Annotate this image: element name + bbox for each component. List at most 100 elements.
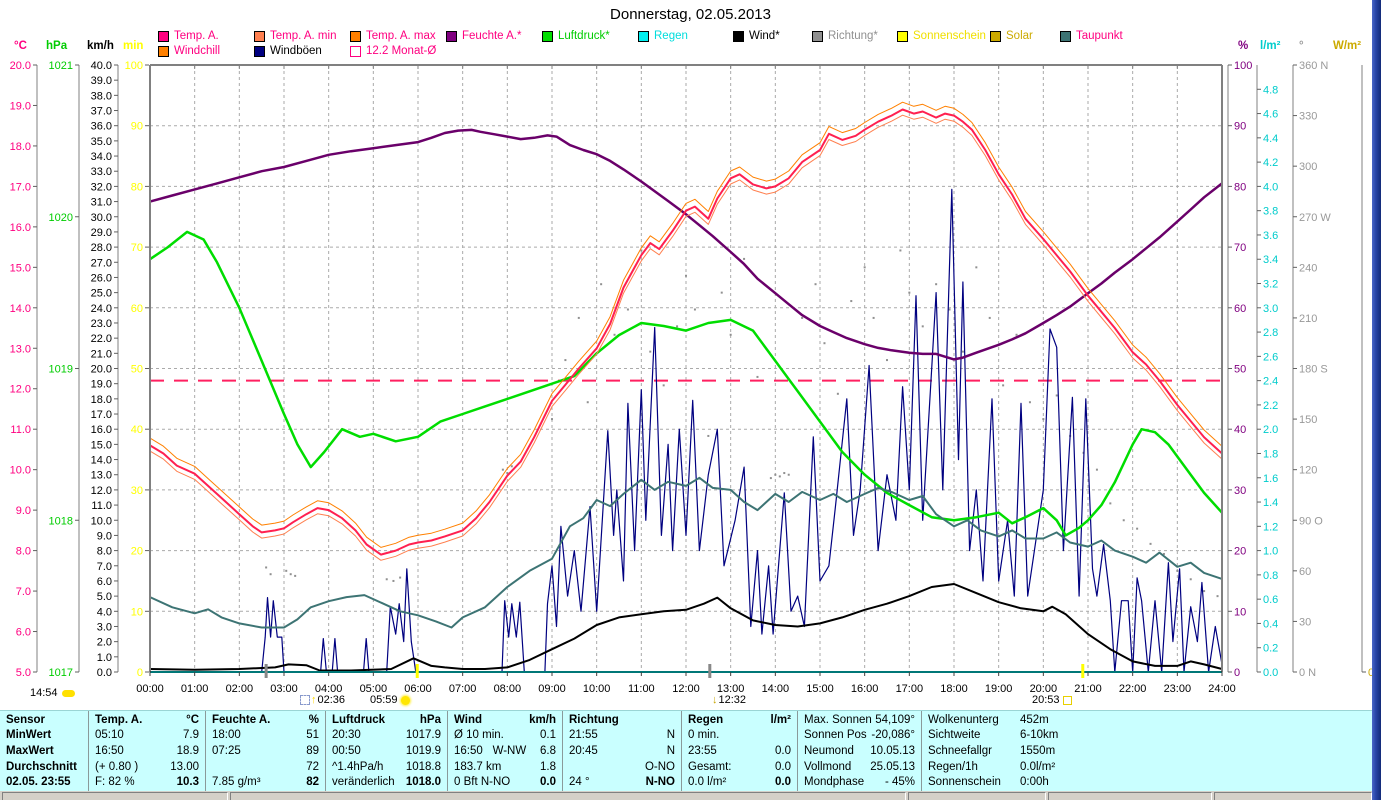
tick-label: 39.0	[91, 75, 112, 87]
legend-item-12-2-monat-[interactable]: 12.2 Monat-Ø	[350, 45, 436, 57]
table-col-luftdruck: Luftdruck hPa 20:30 1017.9 00:50 1019.9 ^1.4hP…	[325, 711, 447, 791]
table-row: Ø 10 min. 0.1	[454, 728, 556, 744]
legend-item-label: Regen	[654, 30, 688, 42]
table-row: 21:55 N	[569, 728, 675, 744]
table-cell: Neumond	[804, 744, 854, 757]
table-cell: Ø 10 min.	[454, 729, 504, 742]
legend-swatch-icon	[446, 30, 457, 42]
table-row: 24 ° N-NO	[569, 774, 675, 790]
tick-label: 21:00	[1074, 683, 1102, 695]
table-cell: MaxWert	[6, 744, 54, 757]
tick-label: 0.0	[1263, 667, 1278, 679]
series-dot-richtung	[801, 316, 804, 319]
legend-item-richtung-[interactable]: Richtung*	[812, 30, 878, 42]
table-cell: 0 Bft N-NO	[454, 776, 511, 789]
legend-item-temp-a-[interactable]: Temp. A.	[158, 30, 219, 42]
table-cell: 20:30	[332, 729, 361, 742]
tick-label: 20.0	[91, 364, 112, 376]
series-dot-richtung	[662, 384, 665, 387]
event-tick	[708, 664, 712, 678]
table-row: ^1.4hPa/h 1018.8	[332, 759, 441, 775]
table-cell: 0.1	[540, 729, 556, 742]
table-cell: Sensor	[6, 713, 45, 726]
table-cell: Regen/1h	[928, 760, 978, 773]
table-cell: 24 °	[569, 776, 590, 789]
tick-label: 3.4	[1263, 254, 1278, 266]
series-dot-richtung	[1149, 542, 1152, 545]
tick-label: 300	[1299, 161, 1317, 173]
tick-label: 30	[1234, 485, 1246, 497]
tick-label: 05:00	[360, 683, 388, 695]
table-cell: 1017.9	[405, 729, 441, 742]
legend-item-windchill[interactable]: Windchill	[158, 45, 220, 57]
legend-item-temp-a-max[interactable]: Temp. A. max	[350, 30, 436, 42]
tick-label: 06:00	[404, 683, 432, 695]
series-temp_a	[149, 108, 1223, 556]
table-row: 02.05. 23:55	[6, 774, 82, 790]
moonrise-annotation: ↑ 02:36	[300, 694, 345, 706]
series-dot-richtung	[506, 472, 509, 475]
table-cell: 23:55	[688, 744, 717, 757]
legend-item-regen[interactable]: Regen	[638, 30, 688, 42]
table-cell: Sichtweite	[928, 729, 981, 742]
series-dot-richtung	[836, 392, 839, 395]
legend-swatch-icon	[542, 30, 553, 42]
legend-item-luftdruck-[interactable]: Luftdruck*	[542, 30, 610, 42]
tick-label: 90	[131, 121, 143, 133]
tick-label: 80	[131, 181, 143, 193]
tick-label: 19:00	[985, 683, 1013, 695]
table-cell: l/m²	[770, 713, 791, 726]
status-bar	[0, 791, 1372, 800]
table-cell: 452m	[1020, 713, 1049, 726]
tick-label: 9.0	[97, 530, 112, 542]
window-border	[1372, 0, 1381, 800]
tick-label: 18.0	[91, 394, 112, 406]
tick-label: 10	[131, 606, 143, 618]
tick-label: 1.6	[1263, 473, 1278, 485]
tick-label: 100	[1234, 60, 1252, 72]
legend-swatch-icon	[990, 30, 1001, 42]
table-row: Neumond 10.05.13	[804, 743, 915, 759]
table-cell: veränderlich	[332, 776, 395, 789]
legend-item-label: Solar	[1006, 30, 1033, 42]
tick-label: 3.0	[97, 621, 112, 633]
tick-label: 0.4	[1263, 618, 1278, 630]
table-cell: 07:25	[212, 744, 241, 757]
table-row: F: 82 % 10.3	[95, 774, 199, 790]
legend-item-solar[interactable]: Solar	[990, 30, 1033, 42]
tick-label: 40	[131, 424, 143, 436]
tick-label: 6.0	[97, 576, 112, 588]
table-row: (+ 0.80 ) 13.00	[95, 759, 199, 775]
tick-label: 4.6	[1263, 109, 1278, 121]
event-tick	[1081, 664, 1085, 678]
tick-label: 0.0	[97, 667, 112, 679]
series-dot-richtung	[935, 283, 938, 286]
axis-header-temp: °C	[14, 40, 27, 52]
series-dot-richtung	[1122, 519, 1125, 522]
series-dot-richtung	[961, 350, 964, 353]
tick-label: 27.0	[91, 257, 112, 269]
sunrise-sun-icon	[400, 695, 410, 705]
legend-item-wind-[interactable]: Wind*	[733, 30, 780, 42]
table-cell: W-NW	[492, 744, 527, 757]
tick-label: 07:00	[449, 683, 477, 695]
table-cell: Schneefallgr	[928, 744, 992, 757]
tick-label: 11.0	[91, 500, 112, 512]
table-row: veränderlich 1018.0	[332, 774, 441, 790]
tick-label: 1.8	[1263, 448, 1278, 460]
tick-label: 36.0	[91, 121, 112, 133]
tick-label: 19.0	[91, 379, 112, 391]
legend-item-sonnenschein[interactable]: Sonnenschein	[897, 30, 986, 42]
table-cell: 0.0	[775, 760, 791, 773]
legend-item-feuchte-a-[interactable]: Feuchte A.*	[446, 30, 521, 42]
tick-label: 6.0	[16, 627, 31, 639]
tick-label: 0	[137, 667, 143, 679]
series-dot-richtung	[1216, 595, 1219, 598]
legend-item-temp-a-min[interactable]: Temp. A. min	[254, 30, 336, 42]
tick-label: 1018	[49, 515, 73, 527]
legend-item-taupunkt[interactable]: Taupunkt	[1060, 30, 1123, 42]
table-cell: 13.00	[170, 760, 199, 773]
tick-label: 3.8	[1263, 206, 1278, 218]
legend-item-windb-en[interactable]: Windböen	[254, 45, 322, 57]
